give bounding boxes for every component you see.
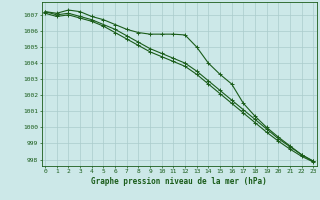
X-axis label: Graphe pression niveau de la mer (hPa): Graphe pression niveau de la mer (hPa) — [91, 177, 267, 186]
